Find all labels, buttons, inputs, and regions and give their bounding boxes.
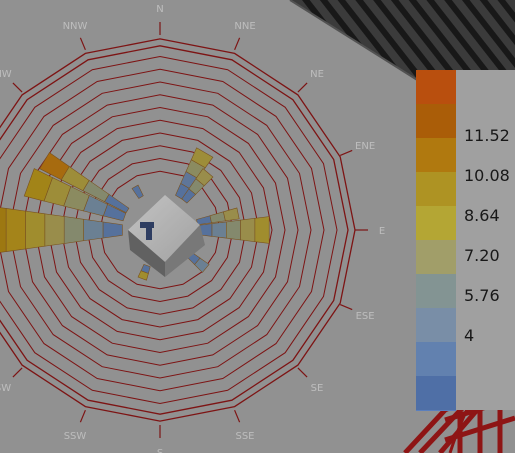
- compass-tick: [12, 367, 23, 378]
- legend-swatch: [416, 172, 456, 207]
- wind-bar-segment: [39, 152, 70, 181]
- compass-tick: [79, 409, 86, 423]
- wind-bar-segment: [137, 270, 149, 281]
- legend-swatch: [416, 308, 456, 343]
- center-box: [128, 195, 205, 277]
- legend-swatch: [416, 376, 456, 411]
- compass-label-ne: NE: [310, 69, 324, 80]
- compass-labels: NNNENEENEEESESESSESSSWSWWSWWWNWNWNNW: [0, 4, 385, 453]
- compass-label-nw: NW: [0, 69, 12, 80]
- compass-tick: [339, 304, 353, 311]
- compass-label-ssw: SSW: [64, 431, 87, 442]
- compass-ring: [0, 68, 325, 392]
- wind-rose-bars: [0, 147, 270, 281]
- legend-label: 10.08: [464, 166, 510, 185]
- wind-bar-segment: [131, 184, 144, 199]
- legend-label: 11.52: [464, 126, 510, 145]
- compass-label-e: E: [379, 226, 385, 237]
- compass-label-nnw: NNW: [63, 21, 88, 32]
- wind-bar-segment: [0, 207, 7, 253]
- legend-swatch: [416, 70, 456, 105]
- legend-label: 5.76: [464, 286, 500, 305]
- compass-label-s: S: [157, 448, 163, 453]
- wind-bar-segment: [23, 168, 53, 202]
- compass-label-se: SE: [311, 383, 324, 394]
- compass-tick: [234, 409, 241, 423]
- legend-swatch: [416, 240, 456, 275]
- compass-tick: [339, 149, 353, 156]
- legend-swatch: [416, 104, 456, 139]
- wind-bar-segment: [223, 207, 240, 222]
- compass-tick: [12, 82, 23, 93]
- legend-label: 8.64: [464, 206, 500, 225]
- compass-ring: [0, 55, 338, 405]
- wind-bar-segment: [254, 216, 270, 244]
- compass-label-ese: ESE: [356, 311, 375, 322]
- wind-bar-segment: [190, 147, 214, 169]
- compass-label-sse: SSE: [235, 431, 254, 442]
- compass-ticks: [12, 22, 368, 438]
- wind-bar-segment: [195, 168, 214, 187]
- legend-swatch: [416, 206, 456, 241]
- compass-label-nne: NNE: [234, 21, 255, 32]
- legend-label: 4: [464, 326, 475, 345]
- compass-ring: [0, 45, 349, 415]
- legend-dim: [416, 70, 515, 410]
- compass-ring: [0, 38, 356, 422]
- compass-ring: [8, 81, 312, 379]
- compass-label-ene: ENE: [355, 141, 375, 152]
- compass-tick: [297, 367, 308, 378]
- compass-tick: [297, 82, 308, 93]
- legend-bar: 11.52 10.08 8.64 7.20 5.76 4: [416, 70, 515, 411]
- legend-swatch: [416, 342, 456, 377]
- compass-tick: [234, 37, 241, 51]
- compass-label-sw: SW: [0, 383, 11, 394]
- wind-bar-segment: [194, 257, 210, 273]
- compass-label-n: N: [156, 4, 163, 15]
- compass-tick: [79, 37, 86, 51]
- legend-swatch: [416, 138, 456, 173]
- legend-swatch: [416, 274, 456, 309]
- legend-label-panel: [456, 70, 515, 410]
- legend-label: 7.20: [464, 246, 500, 265]
